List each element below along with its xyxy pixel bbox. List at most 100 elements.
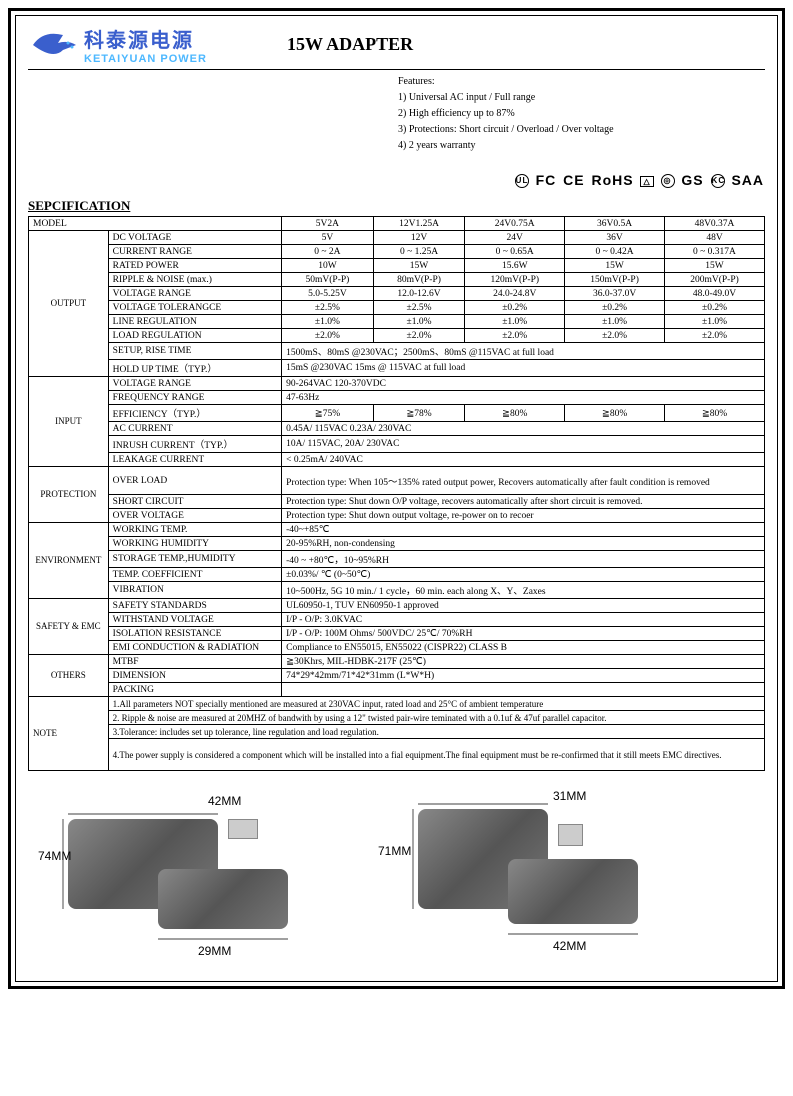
dim-42mm-b: 42MM	[553, 939, 586, 953]
product-image-1: 42MM 74MM 29MM	[38, 789, 338, 969]
ce-cert: CE	[563, 172, 584, 188]
cell: 15W	[373, 259, 465, 273]
page-title: 15W ADAPTER	[287, 34, 413, 55]
cell: ±2.5%	[282, 301, 374, 315]
cell: 47-63Hz	[282, 391, 765, 405]
cell: ≧30Khrs, MIL-HDBK-217F (25℃)	[282, 655, 765, 669]
input-group: INPUT	[29, 377, 109, 467]
specification-heading: SEPCIFICATION	[28, 198, 765, 214]
row-label: STORAGE TEMP.,HUMIDITY	[108, 551, 281, 568]
row-label: AC CURRENT	[108, 422, 281, 436]
cell: ≧80%	[665, 405, 765, 422]
enviro-group: ENVIRONMENT	[29, 523, 109, 599]
cell: I/P - O/P: 3.0KVAC	[282, 613, 765, 627]
row-label: WORKING TEMP.	[108, 523, 281, 537]
fc-cert: FC	[536, 172, 557, 188]
row-label: LINE REGULATION	[108, 315, 281, 329]
feature-3: 3) Protections: Short circuit / Overload…	[398, 122, 765, 138]
cell: ±2.0%	[565, 329, 665, 343]
cell	[282, 683, 765, 697]
bird-logo-icon	[28, 25, 78, 65]
cell: 90-264VAC 120-370VDC	[282, 377, 765, 391]
cell: 0 ~ 1.25A	[373, 245, 465, 259]
cell: ±0.2%	[465, 301, 565, 315]
cell: 10W	[282, 259, 374, 273]
safety-group: SAFETY & EMC	[29, 599, 109, 655]
cell: ≧78%	[373, 405, 465, 422]
kc-cert: KC	[711, 174, 725, 188]
note-line: 4.The power supply is considered a compo…	[108, 739, 764, 771]
cell: ±2.5%	[373, 301, 465, 315]
row-label: PACKING	[108, 683, 281, 697]
cell: Protection type: When 105～135% rated out…	[282, 467, 765, 495]
row-label: SAFETY STANDARDS	[108, 599, 281, 613]
cell: ≧75%	[282, 405, 374, 422]
logo-english: KETAIYUAN POWER	[84, 53, 207, 65]
cell: 36V	[565, 231, 665, 245]
cell: 5.0-5.25V	[282, 287, 374, 301]
row-label: RATED POWER	[108, 259, 281, 273]
cell: 24V	[465, 231, 565, 245]
row-label: WORKING HUMIDITY	[108, 537, 281, 551]
row-label: OVER LOAD	[108, 467, 281, 495]
cell: Protection type: Shut down O/P voltage, …	[282, 495, 765, 509]
spec-table: MODEL 5V2A 12V1.25A 24V0.75A 36V0.5A 48V…	[28, 216, 765, 771]
cell: ±0.2%	[565, 301, 665, 315]
model-col-1: 5V2A	[282, 217, 374, 231]
cell: ±1.0%	[373, 315, 465, 329]
cell: 12.0-12.6V	[373, 287, 465, 301]
cell: 10A/ 115VAC, 20A/ 230VAC	[282, 436, 765, 453]
cell: 0 ~ 0.65A	[465, 245, 565, 259]
row-label: EFFICIENCY（TYP.）	[108, 405, 281, 422]
cell: ≧80%	[565, 405, 665, 422]
row-label: FREQUENCY RANGE	[108, 391, 281, 405]
cell: 10~500Hz, 5G 10 min./ 1 cycle，60 min. ea…	[282, 582, 765, 599]
output-group: OUTPUT	[29, 231, 109, 377]
cell: 12V	[373, 231, 465, 245]
rohs-cert: RoHS	[591, 172, 633, 188]
row-label: CURRENT RANGE	[108, 245, 281, 259]
row-label: HOLD UP TIME（TYP.）	[108, 360, 281, 377]
model-col-5: 48V0.37A	[665, 217, 765, 231]
cell: ±1.0%	[282, 315, 374, 329]
cell: ±1.0%	[465, 315, 565, 329]
certifications: UL FC CE RoHS △ ◎ GS KC SAA	[28, 172, 765, 188]
cell: 48V	[665, 231, 765, 245]
cell: 15W	[565, 259, 665, 273]
note-line: 2. Ripple & noise are measured at 20MHZ …	[108, 711, 764, 725]
triangle-cert: △	[640, 176, 653, 187]
dim-42mm: 42MM	[208, 794, 241, 808]
cell: ±2.0%	[373, 329, 465, 343]
row-label: DC VOLTAGE	[108, 231, 281, 245]
saa-cert: SAA	[731, 172, 764, 188]
row-label: DIMENSION	[108, 669, 281, 683]
circle-cert: ◎	[661, 174, 675, 188]
row-label: LOAD REGULATION	[108, 329, 281, 343]
ul-icon: UL	[515, 174, 529, 188]
dim-29mm: 29MM	[198, 944, 231, 958]
feature-2: 2) High efficiency up to 87%	[398, 106, 765, 122]
row-label: ISOLATION RESISTANCE	[108, 627, 281, 641]
cell: 0.45A/ 115VAC 0.23A/ 230VAC	[282, 422, 765, 436]
protection-group: PROTECTION	[29, 467, 109, 523]
cell: ±2.0%	[465, 329, 565, 343]
model-label: MODEL	[29, 217, 282, 231]
note-line: 1.All parameters NOT specially mentioned…	[108, 697, 764, 711]
product-image-2: 31MM 71MM 42MM	[378, 789, 678, 969]
dim-74mm: 74MM	[38, 849, 71, 863]
others-group: OTHERS	[29, 655, 109, 697]
cell: 15.6W	[465, 259, 565, 273]
cell: 36.0-37.0V	[565, 287, 665, 301]
cell: 50mV(P-P)	[282, 273, 374, 287]
row-label: MTBF	[108, 655, 281, 669]
cell: 150mV(P-P)	[565, 273, 665, 287]
row-label: TEMP. COEFFICIENT	[108, 568, 281, 582]
cell: ≧80%	[465, 405, 565, 422]
cell: 120mV(P-P)	[465, 273, 565, 287]
row-label: OVER VOLTAGE	[108, 509, 281, 523]
model-col-3: 24V0.75A	[465, 217, 565, 231]
cell: 20-95%RH, non-condensing	[282, 537, 765, 551]
cell: 0 ~ 0.317A	[665, 245, 765, 259]
features: Features: 1) Universal AC input / Full r…	[398, 74, 765, 154]
cell: 0 ~ 2A	[282, 245, 374, 259]
